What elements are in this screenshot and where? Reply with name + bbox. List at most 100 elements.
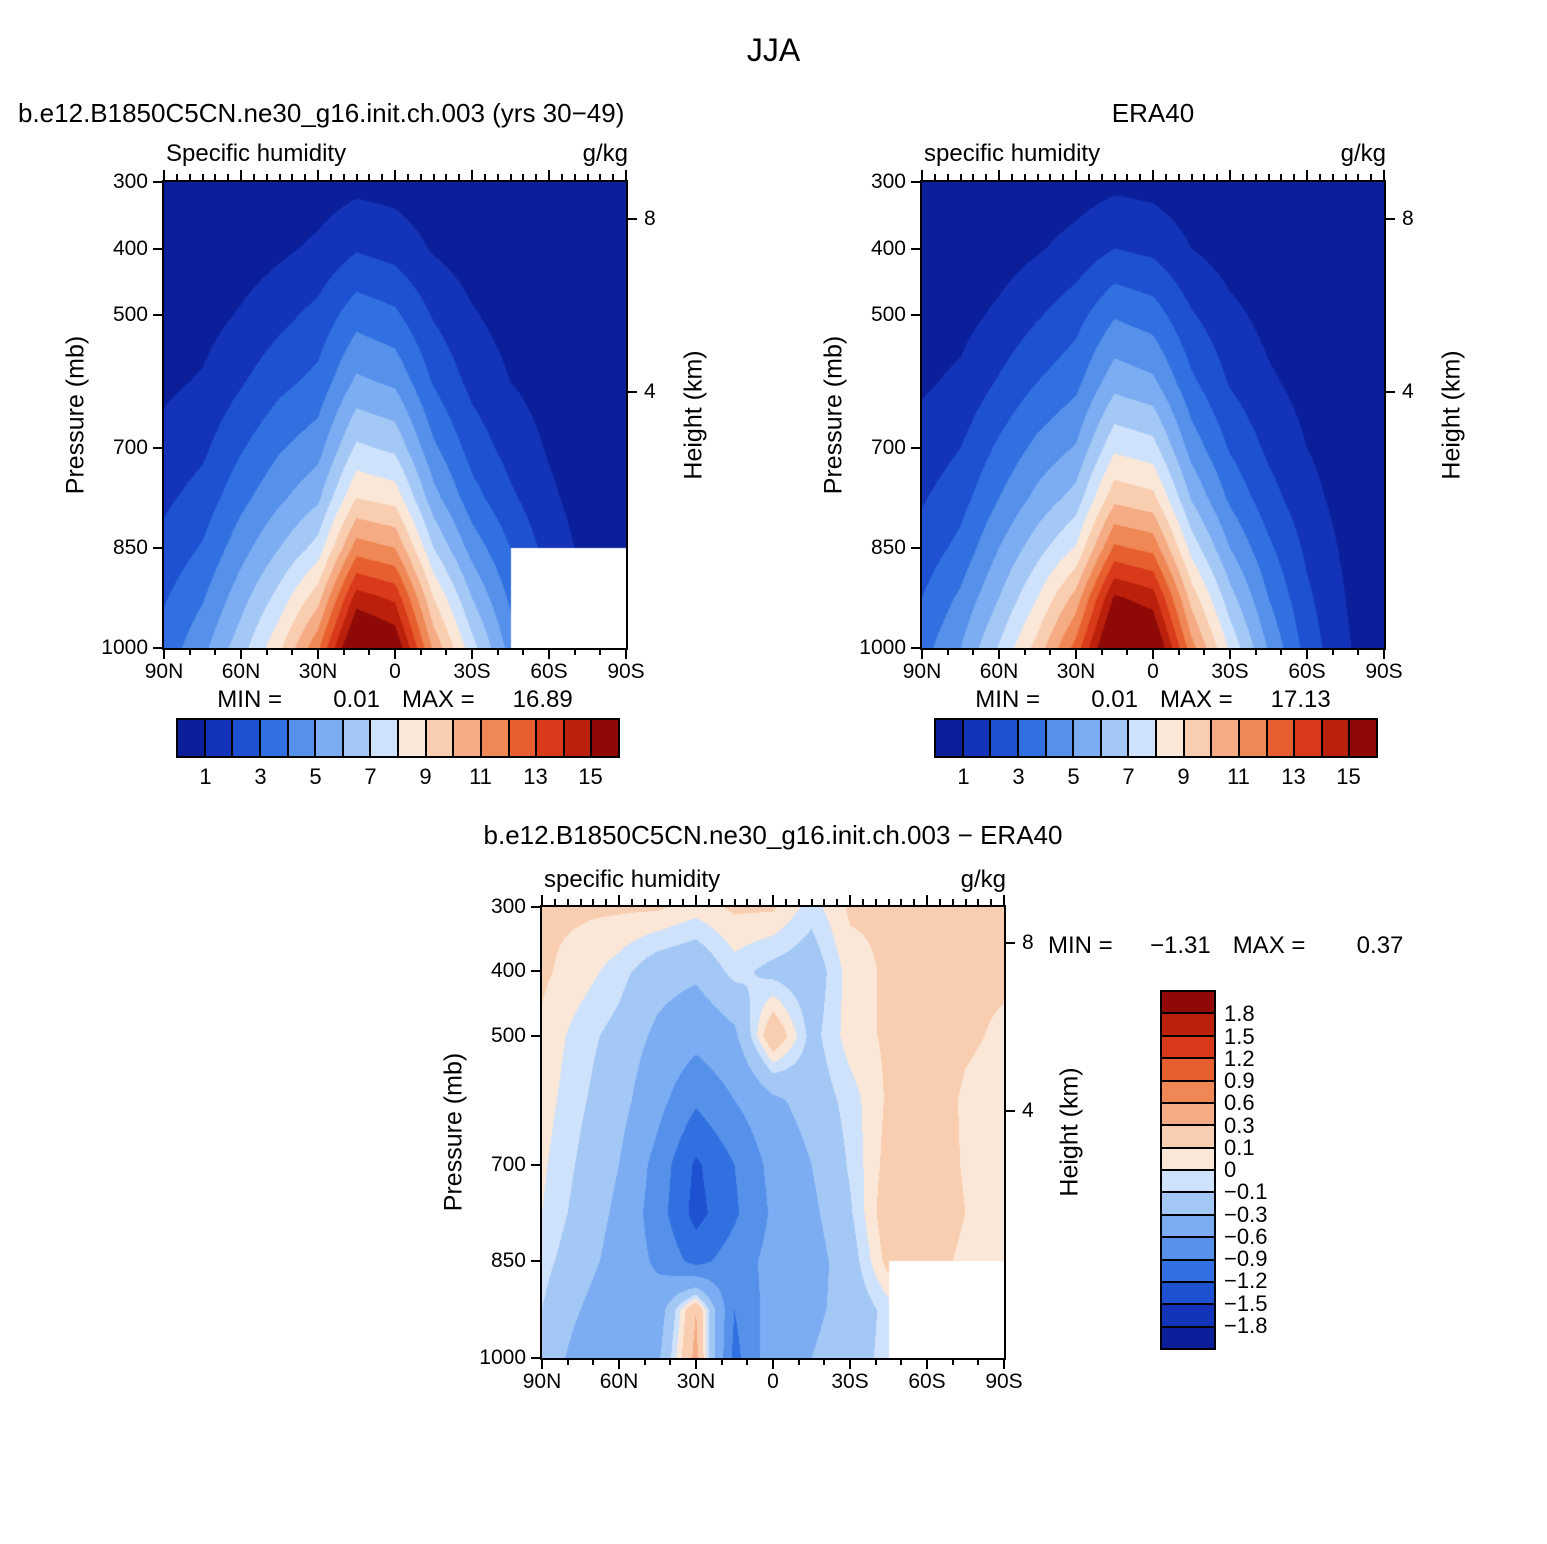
max-value: 16.89 — [512, 686, 573, 713]
axis-tick-bottom — [1254, 650, 1257, 655]
x-tick-label: 60N — [599, 1370, 639, 1393]
colorbar-box — [590, 720, 618, 756]
colorbar-box — [507, 720, 536, 756]
panel-model-variable-label: Specific humidity — [166, 140, 347, 167]
axis-tick-top — [1087, 174, 1090, 180]
axis-tick-left — [531, 1357, 540, 1359]
axis-tick-bottom — [823, 1360, 826, 1365]
axis-tick-top — [381, 174, 384, 180]
y-tick-label: 850 — [112, 536, 148, 560]
axis-tick-top — [1075, 170, 1077, 180]
axis-tick-bottom — [1003, 1360, 1005, 1369]
axis-tick-top — [612, 174, 615, 180]
x-tick-label: 30N — [1056, 660, 1096, 683]
axis-tick-top — [1177, 174, 1180, 180]
axis-tick-top — [759, 899, 762, 905]
axis-tick-bottom — [977, 1360, 980, 1365]
axis-tick-left — [153, 647, 162, 649]
axis-tick-bottom — [188, 650, 191, 655]
axis-tick-bottom — [471, 650, 473, 659]
contour-field-era40 — [922, 182, 1384, 648]
colorbar-tick-label: 3 — [254, 764, 267, 789]
colorbar-era40: 1 3 5 7 9 11 13 15 — [934, 718, 1378, 789]
figure-title: JJA — [746, 32, 801, 68]
y-tick-label: 500 — [870, 303, 906, 327]
axis-tick-right — [1386, 218, 1395, 221]
axis-tick-bottom — [720, 1360, 723, 1365]
axis-tick-right — [1006, 942, 1015, 945]
axis-tick-bottom — [900, 1360, 903, 1365]
axis-tick-bottom — [1306, 650, 1308, 659]
axis-tick-top — [535, 174, 538, 180]
height-tick-label: 8 — [1402, 207, 1414, 231]
colorbar-box — [1099, 720, 1128, 756]
x-tick-label: 90N — [522, 1370, 562, 1393]
colorbar-box — [1162, 1146, 1214, 1169]
colorbar-tick-label: 1.5 — [1224, 1023, 1255, 1049]
y-tick-label: 850 — [490, 1249, 526, 1273]
axis-tick-top — [625, 170, 627, 180]
min-value: −1.31 — [1149, 932, 1211, 959]
axis-tick-top — [772, 895, 774, 905]
max-label: MAX = — [1232, 932, 1306, 959]
axis-tick-bottom — [1383, 650, 1385, 659]
axis-tick-top — [643, 899, 646, 905]
min-label: MIN = — [1048, 932, 1113, 959]
colorbar-tick-label: 9 — [419, 764, 432, 789]
axis-tick-bottom — [1075, 650, 1077, 659]
axis-tick-left — [911, 181, 920, 183]
axis-tick-top — [419, 174, 422, 180]
axis-tick-left — [531, 1260, 540, 1263]
x-tick-label: 0 — [767, 1370, 779, 1393]
axis-tick-bottom — [368, 650, 371, 655]
axis-tick-bottom — [618, 1360, 620, 1369]
colorbar-box — [1162, 1258, 1214, 1281]
y-tick-label: 300 — [870, 170, 906, 193]
colorbar-box — [1072, 720, 1100, 756]
colorbar-box — [1155, 720, 1183, 756]
colorbar-box — [1016, 720, 1045, 756]
axis-tick-top — [720, 899, 723, 905]
axis-tick-top — [214, 174, 217, 180]
colorbar-tick-label: 9 — [1177, 764, 1190, 789]
axis-tick-top — [368, 174, 371, 180]
axis-tick-top — [964, 899, 967, 905]
max-value: 0.37 — [1356, 932, 1404, 959]
axis-tick-top — [1331, 174, 1334, 180]
axis-tick-bottom — [849, 1360, 851, 1369]
axis-tick-top — [887, 899, 890, 905]
axis-tick-top — [695, 895, 697, 905]
axis-tick-top — [630, 899, 633, 905]
axis-tick-bottom — [342, 650, 345, 655]
axis-tick-left — [911, 547, 920, 550]
axis-tick-right — [628, 391, 637, 394]
axis-tick-top — [1344, 174, 1347, 180]
axis-tick-bottom — [1229, 650, 1231, 659]
colorbar-tick-label: 0 — [1224, 1157, 1237, 1182]
x-tick-label: 90S — [985, 1370, 1023, 1393]
y-tick-label: 1000 — [101, 636, 148, 659]
axis-tick-top — [1370, 174, 1373, 180]
axis-tick-top — [1357, 174, 1360, 180]
colorbar-box — [1162, 1236, 1214, 1259]
x-tick-label: 30S — [1211, 660, 1249, 683]
axis-tick-top — [471, 170, 473, 180]
y-tick-label: 500 — [490, 1023, 526, 1047]
colorbar-box — [1162, 1124, 1214, 1147]
colorbar-diff: 1.8 1.5 1.2 0.9 0.6 0.3 0.1 0 −0.1 −0.3 −0.6 −0.9 −1… — [1160, 990, 1267, 1350]
axis-tick-top — [746, 899, 749, 905]
axis-tick-top — [291, 174, 294, 180]
axis-tick-bottom — [541, 1360, 543, 1369]
axis-tick-top — [1383, 170, 1385, 180]
y-tick-label: 700 — [490, 1152, 526, 1176]
axis-tick-top — [1036, 174, 1039, 180]
colorbar-tick-label: 1.8 — [1224, 1001, 1255, 1027]
axis-tick-bottom — [1331, 650, 1334, 655]
axis-tick-top — [579, 899, 582, 905]
colorbar-tick-label: −0.9 — [1224, 1246, 1268, 1271]
contour-field-diff — [542, 907, 1004, 1358]
axis-tick-top — [394, 170, 396, 180]
x-tick-label: 90N — [144, 660, 184, 683]
axis-tick-top — [1318, 174, 1321, 180]
panel-model-title: b.e12.B1850C5CN.ne30_g16.init.ch.003 (yr… — [18, 98, 625, 128]
